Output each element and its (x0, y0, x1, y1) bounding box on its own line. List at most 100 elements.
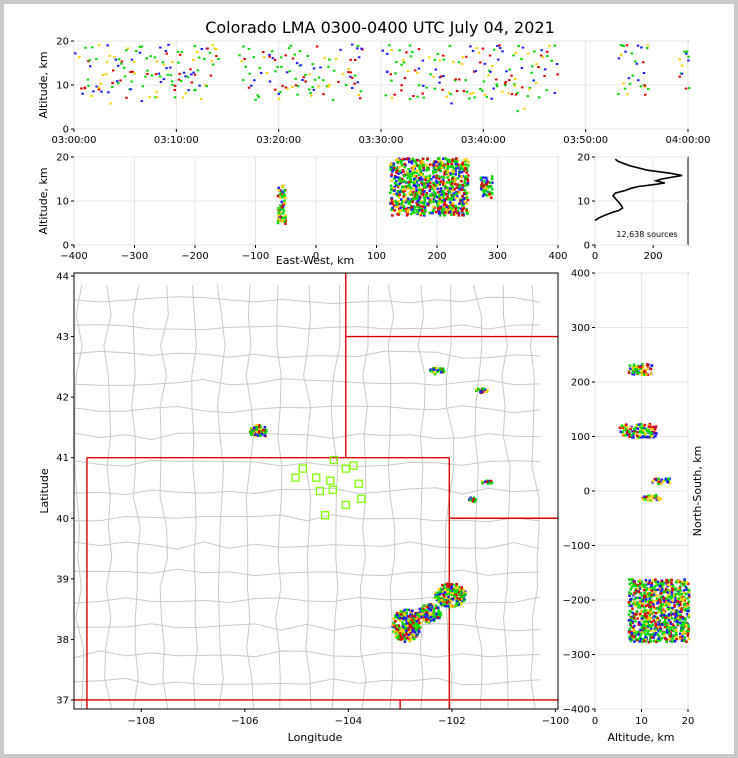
source-mark (684, 52, 688, 55)
source-mark (462, 164, 465, 167)
source-mark (437, 190, 440, 194)
source-mark (660, 580, 663, 583)
source-mark (439, 169, 442, 172)
source-mark (447, 178, 451, 182)
source-mark (401, 626, 405, 629)
source-mark (254, 98, 257, 101)
source-mark (460, 595, 463, 599)
source-mark (680, 637, 683, 640)
county-line (74, 514, 540, 523)
source-mark (630, 636, 633, 640)
source-mark (487, 69, 491, 72)
county-boundaries (74, 284, 541, 709)
source-mark (647, 594, 651, 597)
source-mark (464, 167, 467, 170)
source-mark (421, 165, 424, 168)
source-mark (454, 183, 457, 186)
source-mark (466, 191, 470, 194)
y-tick-label: 38 (56, 635, 69, 646)
source-mark (674, 632, 678, 635)
source-mark (411, 190, 415, 194)
source-mark (671, 637, 674, 640)
source-mark (638, 601, 642, 605)
source-mark (384, 94, 388, 97)
source-mark (649, 611, 653, 614)
source-mark (670, 590, 674, 593)
source-mark (659, 497, 663, 501)
source-mark (672, 629, 675, 633)
source-mark (669, 622, 673, 625)
source-mark (440, 583, 444, 587)
source-mark (407, 167, 410, 171)
source-mark (394, 615, 398, 619)
source-mark (674, 612, 678, 616)
source-mark (629, 588, 633, 591)
source-mark (434, 593, 437, 596)
station-marker (326, 476, 335, 485)
source-mark (619, 430, 622, 434)
source-mark (644, 579, 648, 582)
source-mark (640, 365, 643, 369)
source-mark (278, 219, 281, 222)
source-mark (421, 172, 425, 176)
source-mark (670, 617, 674, 620)
source-mark (411, 157, 415, 161)
source-mark (294, 84, 298, 87)
y-tick-label: 37 (56, 695, 69, 706)
source-mark (645, 47, 649, 50)
source-mark (438, 168, 441, 172)
chart-title: Colorado LMA 0300-0400 UTC July 04, 2021 (205, 18, 555, 37)
source-mark (84, 46, 87, 49)
source-mark (109, 102, 113, 105)
source-mark (466, 178, 469, 181)
source-mark (397, 190, 400, 194)
source-mark (631, 433, 635, 436)
source-mark (165, 67, 168, 70)
source-mark (311, 86, 314, 89)
source-mark (395, 168, 399, 172)
source-mark (92, 90, 95, 93)
source-mark (633, 640, 636, 643)
source-mark (466, 180, 470, 183)
source-mark (669, 626, 672, 629)
source-mark (421, 157, 425, 161)
source-mark (669, 620, 672, 624)
source-mark (442, 593, 445, 596)
source-mark (674, 592, 677, 596)
source-mark (646, 600, 649, 603)
source-mark (665, 638, 668, 642)
source-mark (399, 631, 402, 635)
source-mark (513, 83, 516, 86)
source-mark (409, 189, 412, 193)
source-mark (435, 181, 439, 184)
source-mark (652, 605, 656, 609)
source-mark (413, 159, 416, 162)
source-mark (396, 176, 399, 179)
source-mark (398, 617, 402, 620)
source-mark (456, 209, 460, 213)
source-mark (449, 207, 452, 210)
source-mark (687, 629, 690, 633)
source-mark (405, 633, 409, 636)
source-mark (240, 60, 243, 63)
source-mark (642, 364, 645, 368)
source-mark (443, 193, 446, 197)
y-tick-label: 10 (56, 197, 69, 208)
source-mark (455, 598, 458, 602)
source-mark (443, 602, 446, 606)
source-mark (400, 89, 403, 92)
source-mark (437, 595, 440, 599)
source-mark (280, 200, 284, 204)
source-mark (258, 434, 262, 437)
source-mark (439, 207, 442, 210)
source-mark (545, 50, 549, 53)
source-mark (465, 209, 468, 212)
source-mark (432, 611, 435, 615)
source-mark (409, 186, 413, 190)
source-mark (395, 171, 398, 174)
source-mark (110, 86, 114, 89)
source-mark (652, 619, 656, 622)
source-mark (628, 582, 632, 586)
source-mark (663, 623, 667, 627)
source-mark (644, 640, 647, 643)
